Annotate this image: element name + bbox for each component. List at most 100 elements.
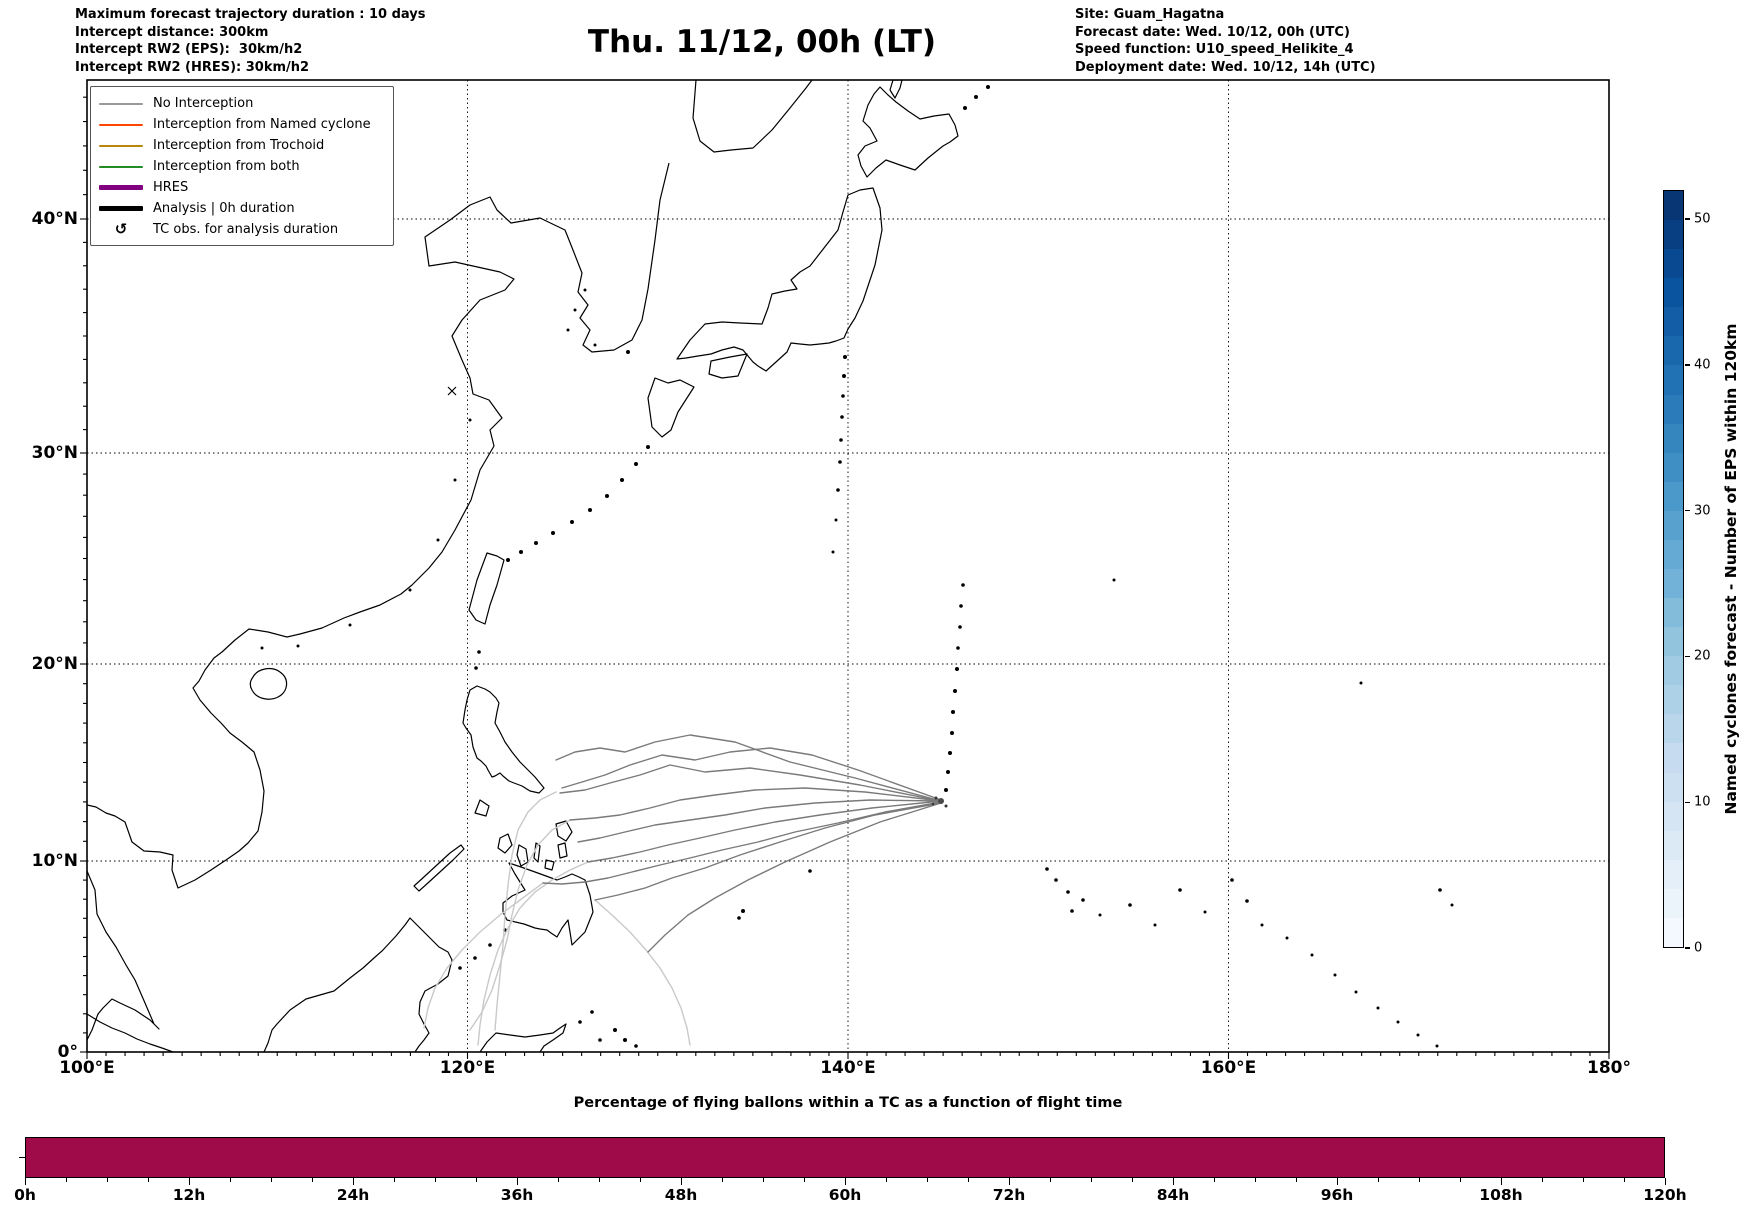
legend-item-label: Interception from Trochoid [153,138,325,153]
island-dot [348,623,352,627]
island-dot [408,588,412,592]
island-dot [1066,890,1070,894]
island-dot [634,462,638,466]
island-dot [598,1038,602,1042]
colorbar-segment [1664,191,1683,221]
balloon-trajectory-faded [594,899,691,1046]
colorbar-segment [1664,278,1683,308]
balloon-trajectory-faded [477,861,589,1046]
coastline [249,667,288,700]
time-minor-tick [558,1178,560,1182]
coastline [413,844,465,892]
island-dot [737,916,741,920]
coastline [708,353,748,379]
coastline [479,1023,567,1052]
island-dot [1359,681,1363,685]
coastline [447,386,457,396]
balloon-trajectory [559,764,942,802]
colorbar-segment [1664,830,1683,860]
colorbar-segment [1664,220,1683,250]
island-dot [453,478,457,482]
colorbar-tick-label: 30 [1694,503,1711,519]
time-major-tick [353,1178,355,1185]
lon-tick-label: 120°E [439,1058,496,1078]
colorbar-segment [1664,772,1683,802]
island-dot [953,689,957,693]
balloon-trajectory [647,802,942,953]
time-tick-label: 72h [992,1186,1026,1204]
island-dot [590,1010,594,1014]
island-dot [839,438,843,442]
island-dot [1416,1033,1420,1037]
balloon-trajectory [542,801,942,885]
lon-tick-label: 140°E [820,1058,876,1078]
colorbar-segment [1664,510,1683,540]
trajectories-no-interception [542,734,942,953]
time-tick-label: 48h [664,1186,698,1204]
legend-line [99,206,143,211]
time-tick-label: 120h [1643,1186,1687,1204]
time-minor-tick [763,1178,765,1182]
colorbar-tick-label: 20 [1694,648,1711,664]
legend-item: HRES [99,177,385,198]
colorbar-tick [1685,655,1690,658]
island-dot [458,966,462,970]
legend-item: Analysis | 0h duration [99,198,385,219]
colorbar-segment [1664,801,1683,831]
colorbar-segment [1664,365,1683,395]
island-dot [583,288,587,292]
colorbar-tick-label: 50 [1694,211,1711,227]
tc-percentage-bar [25,1137,1665,1178]
coastline [468,552,505,625]
colorbar-tick [1685,218,1690,220]
island-dot [1178,888,1182,892]
colorbar-segment [1664,888,1683,918]
colorbar-segment [1664,743,1683,773]
island-dot [1230,878,1234,882]
island-dots [260,85,1454,1048]
legend-item-label: Interception from both [153,159,300,174]
forecast-parameters-block: Maximum forecast trajectory duration : 1… [75,7,426,75]
island-dot [831,550,835,554]
island-dot [570,520,574,524]
island-dot [838,460,842,464]
time-minor-tick [148,1178,150,1182]
lat-tick-label: 0° [57,1042,78,1062]
coastline [87,162,670,889]
lat-tick-label: 40°N [31,209,78,229]
trajectories-old [423,791,691,1046]
colorbar-tick-label: 0 [1694,940,1703,956]
balloon-trajectory [555,734,942,802]
time-major-tick [517,1178,519,1185]
map-legend: No Interception Interception from Named c… [90,86,394,246]
island-dot [1098,913,1102,917]
time-minor-tick [312,1178,314,1182]
colorbar-segment [1664,336,1683,366]
time-minor-tick [1050,1178,1052,1182]
island-dot [840,415,844,419]
coastline [544,859,555,871]
colorbar-segment [1664,685,1683,715]
island-dot [944,788,948,792]
coastline [647,377,695,438]
lon-tick-label: 160°E [1200,1058,1257,1078]
colorbar-tick [1685,801,1690,803]
colorbar-segment [1664,423,1683,453]
time-minor-tick [1132,1178,1134,1182]
legend-item-label: HRES [153,180,189,195]
colorbar-segment [1664,539,1683,570]
island-dot [986,85,990,89]
coastline [516,844,529,867]
island-dot [519,550,523,554]
island-dot [1396,1020,1400,1024]
island-dot [1081,898,1085,902]
island-dot [950,731,954,735]
colorbar-segment [1664,917,1683,948]
island-dot [551,531,555,535]
time-major-tick [1501,1178,1503,1185]
figure-title: Thu. 11/12, 00h (LT) [587,24,937,60]
time-minor-tick [1583,1178,1585,1182]
island-dot [1376,1006,1380,1010]
